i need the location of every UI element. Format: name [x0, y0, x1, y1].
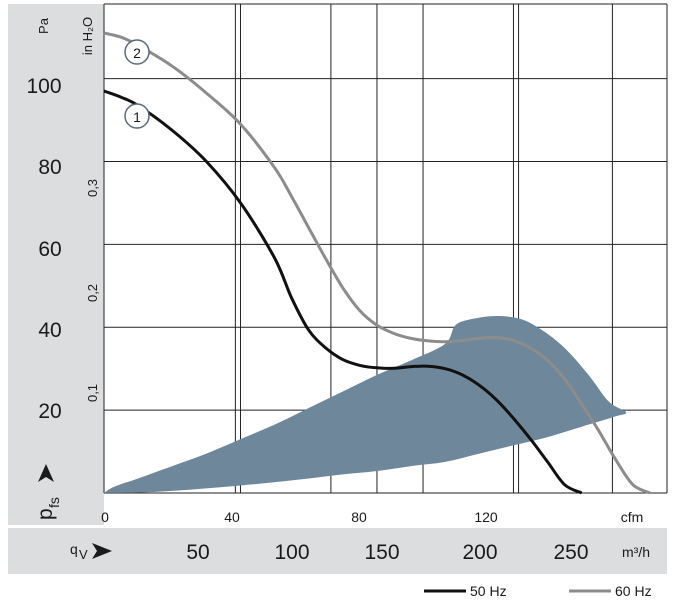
x-unit-m3h: m³/h [622, 544, 650, 560]
y-unit-inh2o: in H₂O [80, 17, 95, 55]
y-axis-title: p fs [34, 497, 62, 520]
y-axis-band [8, 4, 104, 525]
x-tick-label: 40 [224, 509, 240, 525]
y2-tick-label: 0,3 [85, 179, 100, 197]
x-axis-symbol: q [70, 541, 78, 557]
legend-50hz-label: 50 Hz [470, 583, 507, 599]
y-secondary-ticks: 0,1 0,2 0,3 [85, 179, 100, 402]
x2-tick-label: 250 [553, 541, 588, 564]
legend: 50 Hz 60 Hz [424, 583, 652, 599]
y-axis-subscript: fs [46, 497, 62, 508]
y-axis-arrow-icon [38, 464, 54, 482]
y-primary-ticks: 20 40 60 80 100 [26, 75, 61, 423]
x-axis-subscript: V [79, 547, 88, 562]
x-unit-cfm: cfm [621, 509, 644, 525]
series-50hz-line [103, 89, 583, 495]
series-60hz-marker-label: 2 [133, 45, 141, 61]
x-axis-title: q V [70, 541, 88, 562]
y-tick-label: 60 [38, 238, 61, 261]
y-tick-label: 80 [38, 156, 61, 179]
y-tick-label: 20 [38, 400, 61, 423]
x-tick-label: 80 [351, 509, 367, 525]
series-60hz-line [103, 31, 651, 495]
x-axis-arrow-icon [92, 543, 112, 559]
y2-tick-label: 0,1 [85, 384, 100, 402]
x-tick-label: 120 [474, 509, 498, 525]
x2-tick-label: 150 [364, 541, 399, 564]
x2-tick-label: 200 [462, 541, 497, 564]
legend-60hz-label: 60 Hz [615, 583, 652, 599]
series-50hz-marker: 1 [124, 103, 150, 129]
x2-tick-label: 50 [186, 541, 209, 564]
y-tick-label: 100 [26, 75, 61, 98]
y-tick-label: 40 [38, 319, 61, 342]
x-secondary-ticks: 50 100 150 200 250 [186, 541, 588, 564]
operating-region [104, 316, 627, 493]
y-axis-symbol: p [34, 508, 57, 520]
x-tick-label: 0 [101, 509, 109, 525]
y-unit-pa: Pa [36, 17, 51, 34]
x-primary-ticks: 0 40 80 120 [101, 509, 498, 525]
y2-tick-label: 0,2 [85, 284, 100, 302]
series-60hz-marker: 2 [124, 39, 150, 65]
x2-tick-label: 100 [274, 541, 309, 564]
series-50hz-marker-label: 1 [133, 109, 141, 125]
x-axis-band [8, 528, 667, 574]
